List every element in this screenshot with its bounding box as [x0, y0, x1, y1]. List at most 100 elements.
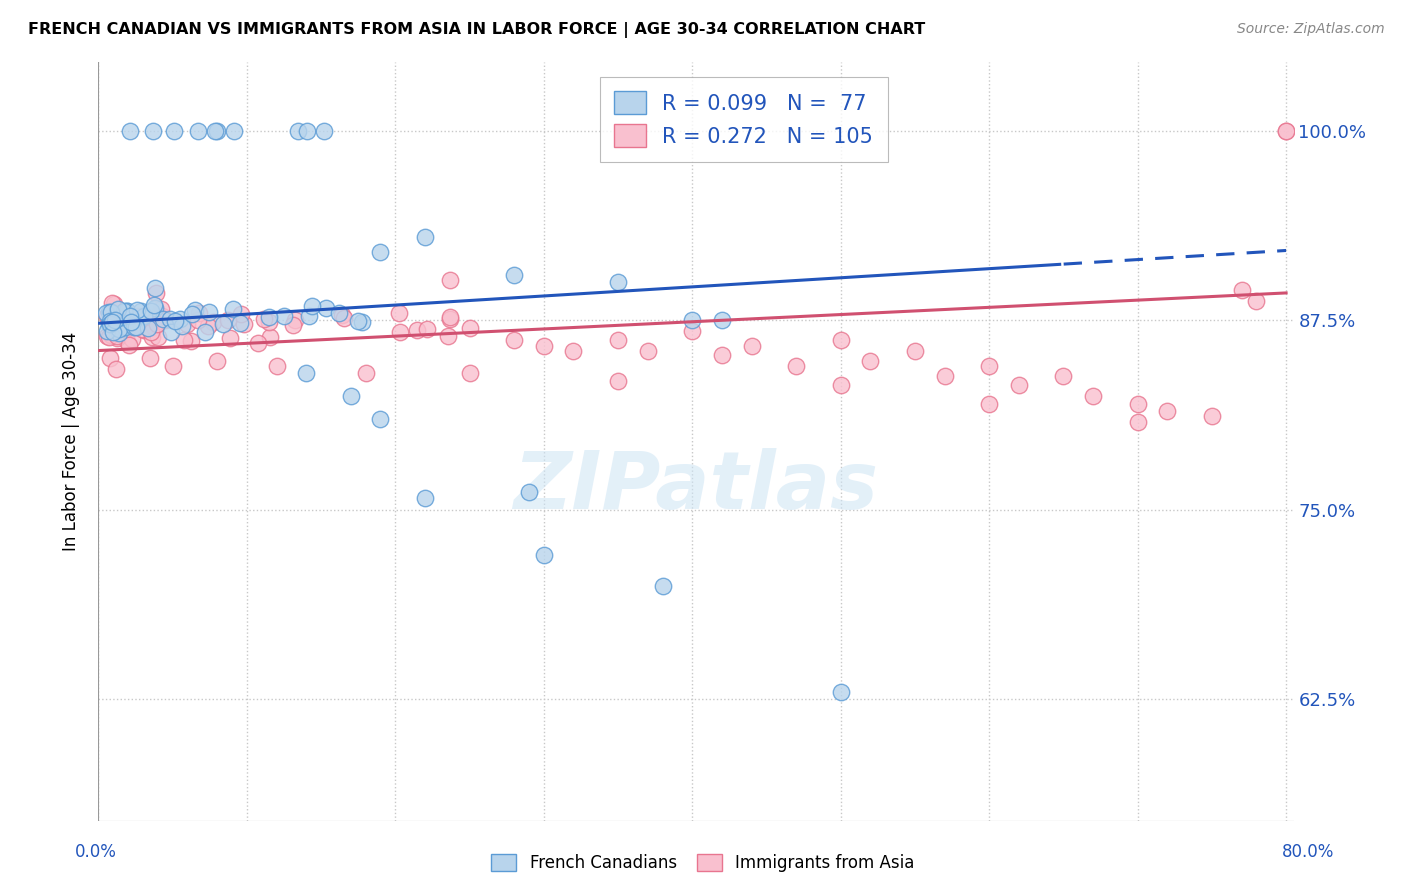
Point	[142, 123, 165, 137]
Point	[96, 310, 118, 324]
Point	[283, 313, 305, 327]
Point	[439, 272, 461, 286]
Point	[108, 322, 131, 336]
Point	[103, 296, 125, 310]
Point	[100, 311, 122, 326]
Point	[98, 313, 121, 327]
Point	[107, 301, 129, 316]
Point	[533, 339, 555, 353]
Point	[370, 244, 392, 259]
Point	[139, 325, 162, 339]
Point	[163, 123, 186, 137]
Point	[257, 315, 280, 329]
Point	[517, 484, 540, 499]
Point	[533, 548, 555, 563]
Point	[741, 339, 763, 353]
Point	[194, 326, 217, 340]
Point	[120, 315, 142, 329]
Y-axis label: In Labor Force | Age 30-34: In Labor Force | Age 30-34	[62, 332, 80, 551]
Point	[143, 281, 166, 295]
Point	[1126, 415, 1149, 429]
Point	[979, 397, 1001, 411]
Point	[149, 301, 172, 316]
Point	[170, 318, 193, 333]
Point	[98, 351, 121, 366]
Point	[114, 319, 136, 334]
Point	[98, 318, 121, 332]
Point	[98, 330, 121, 344]
Point	[100, 305, 122, 319]
Point	[108, 326, 131, 340]
Point	[347, 314, 370, 328]
Point	[607, 374, 630, 388]
Point	[125, 320, 148, 334]
Point	[458, 366, 481, 380]
Point	[389, 325, 412, 339]
Point	[259, 330, 281, 344]
Point	[124, 319, 146, 334]
Point	[103, 310, 125, 324]
Point	[233, 317, 256, 331]
Point	[184, 303, 207, 318]
Point	[785, 359, 807, 373]
Point	[201, 315, 224, 329]
Point	[152, 312, 174, 326]
Point	[165, 313, 187, 327]
Point	[246, 336, 269, 351]
Point	[295, 123, 318, 137]
Point	[104, 313, 127, 327]
Point	[1246, 293, 1268, 308]
Point	[830, 333, 852, 347]
Point	[637, 343, 659, 358]
Legend: R = 0.099   N =  77, R = 0.272   N = 105: R = 0.099 N = 77, R = 0.272 N = 105	[600, 77, 887, 161]
Point	[105, 314, 128, 328]
Point	[162, 359, 184, 373]
Legend: French Canadians, Immigrants from Asia: French Canadians, Immigrants from Asia	[485, 847, 921, 879]
Point	[503, 268, 526, 282]
Point	[105, 361, 128, 376]
Point	[904, 343, 927, 358]
Text: FRENCH CANADIAN VS IMMIGRANTS FROM ASIA IN LABOR FORCE | AGE 30-34 CORRELATION C: FRENCH CANADIAN VS IMMIGRANTS FROM ASIA …	[28, 22, 925, 38]
Point	[101, 305, 124, 319]
Point	[101, 310, 124, 324]
Text: ZIPatlas: ZIPatlas	[513, 448, 879, 526]
Point	[439, 312, 461, 326]
Point	[139, 304, 162, 318]
Point	[295, 366, 318, 380]
Point	[301, 299, 323, 313]
Point	[413, 491, 436, 505]
Point	[287, 123, 309, 137]
Point	[108, 308, 131, 322]
Point	[101, 296, 124, 310]
Text: Source: ZipAtlas.com: Source: ZipAtlas.com	[1237, 22, 1385, 37]
Point	[1126, 397, 1149, 411]
Point	[314, 123, 336, 137]
Point	[204, 123, 226, 137]
Point	[333, 311, 356, 326]
Point	[205, 123, 228, 137]
Point	[416, 322, 439, 336]
Point	[105, 331, 128, 345]
Point	[681, 313, 703, 327]
Point	[979, 359, 1001, 373]
Point	[143, 301, 166, 315]
Point	[117, 303, 139, 318]
Point	[160, 325, 183, 339]
Point	[105, 316, 128, 330]
Point	[143, 320, 166, 334]
Point	[96, 329, 118, 343]
Point	[830, 685, 852, 699]
Point	[281, 318, 304, 333]
Point	[101, 326, 124, 340]
Point	[458, 321, 481, 335]
Point	[155, 313, 177, 327]
Point	[117, 320, 139, 334]
Point	[105, 329, 128, 343]
Point	[100, 315, 122, 329]
Point	[830, 378, 852, 392]
Point	[266, 359, 288, 373]
Text: 0.0%: 0.0%	[75, 843, 117, 861]
Point	[134, 322, 156, 336]
Point	[118, 337, 141, 351]
Point	[134, 309, 156, 323]
